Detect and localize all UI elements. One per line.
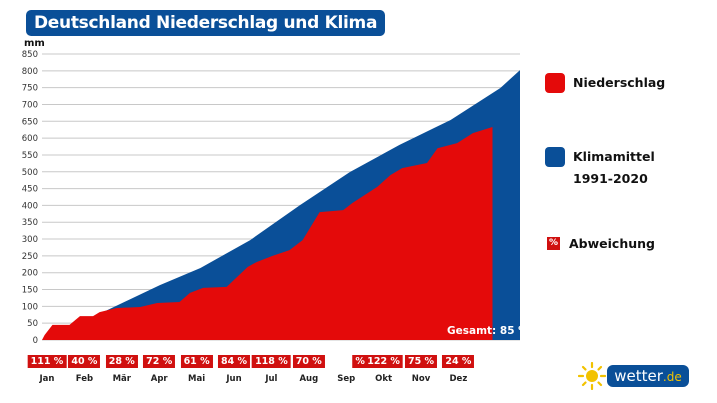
month-label: Mai [188, 374, 206, 384]
y-tick-label: 800 [22, 67, 38, 77]
deviation-badge-7: 70 % [292, 355, 325, 368]
legend-klimamittel-period: 1991-2020 [573, 171, 648, 186]
y-tick-label: 400 [22, 201, 38, 211]
month-label: Dez [449, 374, 468, 384]
logo-text: wetter [614, 367, 663, 385]
total-deviation-label: Gesamt: 85 % [447, 325, 529, 337]
y-tick-label: 100 [22, 302, 38, 312]
legend-percent-icon: % [547, 237, 560, 250]
month-label: Apr [150, 374, 168, 384]
y-tick-label: 550 [22, 151, 38, 161]
deviation-badge-8: % [352, 355, 368, 368]
y-tick-label: 600 [22, 134, 38, 144]
y-tick-label: 450 [22, 185, 38, 195]
y-tick-label: 700 [22, 100, 38, 110]
series-niederschlag-area [42, 127, 493, 340]
deviation-badge-3: 72 % [143, 355, 176, 368]
wetter-de-logo[interactable]: wetter.de [607, 365, 689, 387]
deviation-badge-11: 24 % [442, 355, 475, 368]
y-tick-label: 750 [22, 84, 38, 94]
legend-swatch-niederschlag [545, 73, 565, 93]
y-tick-label: 250 [22, 252, 38, 262]
deviation-badge-0: 111 % [27, 355, 67, 368]
deviation-badge-6: 118 % [252, 355, 291, 368]
deviation-badge-2: 28 % [105, 355, 138, 368]
sun-icon [578, 362, 606, 390]
y-axis-unit: mm [24, 38, 45, 49]
deviation-badge-9: 122 % [364, 355, 403, 368]
deviation-badge-1: 40 % [68, 355, 101, 368]
month-label: Nov [411, 374, 431, 384]
deviation-badge-4: 61 % [180, 355, 213, 368]
month-label: Jun [226, 374, 242, 384]
legend-swatch-klimamittel [545, 147, 565, 167]
y-tick-label: 50 [27, 319, 38, 329]
month-label: Jan [39, 374, 55, 384]
logo-suffix: .de [662, 370, 682, 384]
month-label: Feb [75, 374, 94, 384]
y-tick-label: 0 [33, 336, 38, 346]
y-tick-label: 650 [22, 117, 38, 127]
month-label: Mär [112, 374, 131, 384]
y-tick-label: 350 [22, 218, 38, 228]
legend-niederschlag: Niederschlag [573, 75, 666, 90]
y-tick-label: 200 [22, 269, 38, 279]
y-tick-label: 300 [22, 235, 38, 245]
chart-title: Deutschland Niederschlag und Klima [26, 10, 386, 36]
month-label: Sep [337, 374, 356, 384]
month-label: Jul [265, 374, 278, 384]
deviation-badge-5: 84 % [217, 355, 251, 368]
legend-klimamittel: Klimamittel [573, 149, 655, 164]
deviation-badge-10: 75 % [404, 355, 438, 368]
month-label: Aug [299, 374, 319, 384]
y-tick-label: 500 [22, 168, 38, 178]
y-tick-label: 150 [22, 286, 38, 296]
month-label: Okt [375, 374, 393, 384]
y-tick-label: 850 [22, 50, 38, 60]
legend-abweichung: Abweichung [569, 236, 655, 251]
